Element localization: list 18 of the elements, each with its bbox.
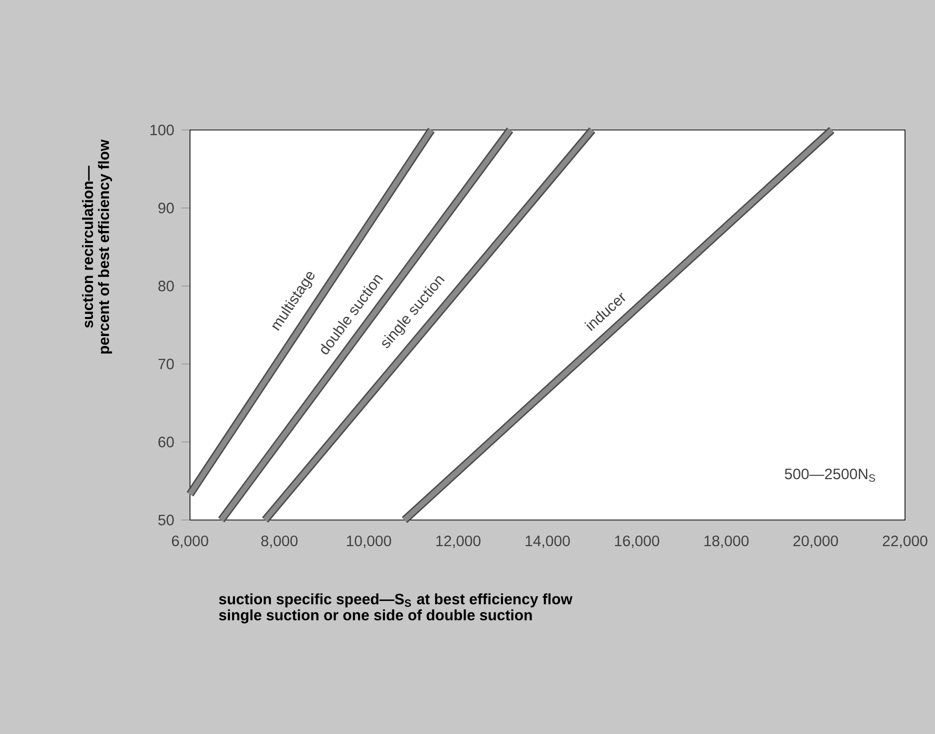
y-tick-label: 50 bbox=[158, 514, 174, 526]
annotation: 500—2500N$_{S}$ bbox=[784, 468, 876, 482]
y-axis-title: suction recirculation— percent of best efficiency flow bbox=[82, 139, 112, 354]
y-tick-label: 100 bbox=[150, 124, 174, 136]
x-tick-label: 8,000 bbox=[261, 536, 298, 548]
x-tick-label: 12,000 bbox=[436, 536, 480, 548]
y-tick-label: 60 bbox=[158, 436, 174, 448]
y-tick-label: 70 bbox=[158, 358, 174, 370]
y-tick-label: 80 bbox=[158, 280, 174, 292]
x-tick-label: 10,000 bbox=[346, 536, 392, 548]
x-tick-label: 14,000 bbox=[526, 536, 570, 548]
x-tick-label: 20,000 bbox=[793, 536, 838, 548]
y-tick-label: 90 bbox=[158, 202, 174, 214]
x-tick-label: 16,000 bbox=[615, 536, 660, 548]
x-tick-label: 6,000 bbox=[172, 536, 208, 548]
x-axis-title: suction specific speed—S$_{S}$ at best efficiency flow single suction or one side of double suction bbox=[219, 593, 572, 624]
x-tick-label: 22,000 bbox=[882, 536, 928, 548]
x-tick-label: 18,000 bbox=[704, 536, 749, 548]
